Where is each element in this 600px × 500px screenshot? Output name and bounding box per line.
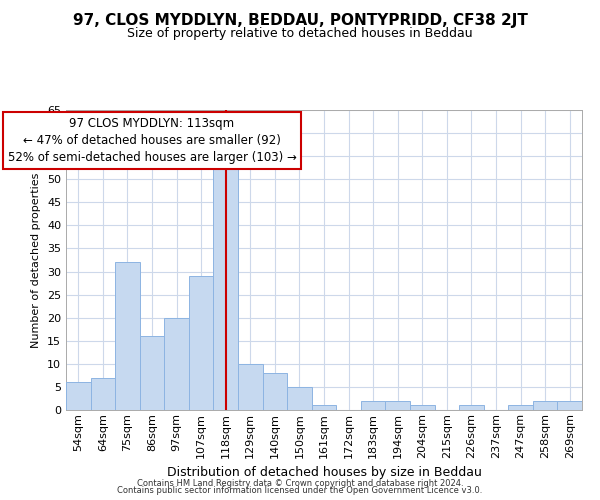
- Bar: [410, 406, 434, 410]
- Bar: [66, 382, 91, 410]
- Bar: [361, 401, 385, 410]
- Text: 97, CLOS MYDDLYN, BEDDAU, PONTYPRIDD, CF38 2JT: 97, CLOS MYDDLYN, BEDDAU, PONTYPRIDD, CF…: [73, 12, 527, 28]
- Bar: [91, 378, 115, 410]
- Bar: [385, 401, 410, 410]
- Y-axis label: Number of detached properties: Number of detached properties: [31, 172, 41, 348]
- Bar: [459, 406, 484, 410]
- Bar: [263, 373, 287, 410]
- Bar: [115, 262, 140, 410]
- Bar: [140, 336, 164, 410]
- Bar: [189, 276, 214, 410]
- Bar: [214, 161, 238, 410]
- Bar: [164, 318, 189, 410]
- Bar: [287, 387, 312, 410]
- Bar: [238, 364, 263, 410]
- X-axis label: Distribution of detached houses by size in Beddau: Distribution of detached houses by size …: [167, 466, 481, 479]
- Bar: [533, 401, 557, 410]
- Text: Contains public sector information licensed under the Open Government Licence v3: Contains public sector information licen…: [118, 486, 482, 495]
- Bar: [312, 406, 336, 410]
- Bar: [508, 406, 533, 410]
- Text: Size of property relative to detached houses in Beddau: Size of property relative to detached ho…: [127, 28, 473, 40]
- Text: 97 CLOS MYDDLYN: 113sqm
← 47% of detached houses are smaller (92)
52% of semi-de: 97 CLOS MYDDLYN: 113sqm ← 47% of detache…: [8, 117, 296, 164]
- Bar: [557, 401, 582, 410]
- Text: Contains HM Land Registry data © Crown copyright and database right 2024.: Contains HM Land Registry data © Crown c…: [137, 478, 463, 488]
